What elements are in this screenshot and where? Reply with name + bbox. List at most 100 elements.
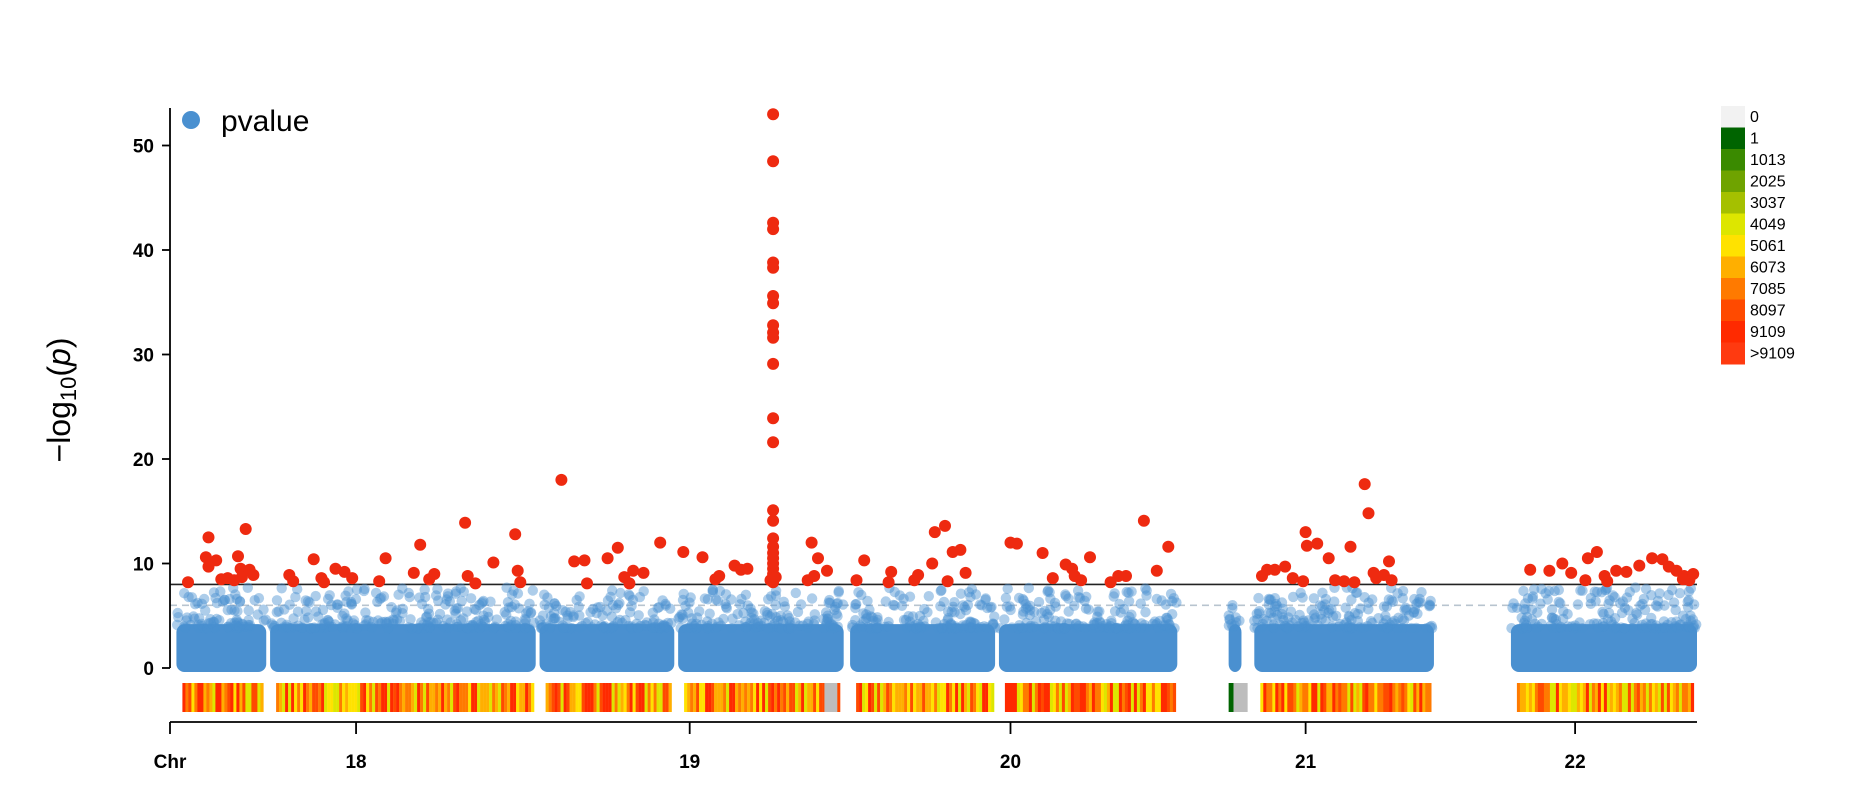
point	[871, 622, 883, 633]
point	[172, 607, 183, 619]
density-cell	[904, 683, 908, 712]
point	[1398, 615, 1410, 626]
density-cell	[1037, 683, 1042, 712]
point	[1615, 598, 1626, 609]
point	[1687, 614, 1699, 625]
point	[252, 609, 263, 620]
point	[794, 620, 805, 631]
point	[1057, 622, 1069, 634]
density-legend-swatch	[1721, 235, 1745, 257]
point	[911, 623, 922, 634]
density-cell	[819, 683, 823, 712]
point	[965, 616, 977, 627]
point	[616, 617, 628, 629]
density-cell	[188, 683, 192, 712]
point	[904, 616, 915, 627]
point	[1050, 601, 1061, 612]
density-cell	[366, 683, 370, 712]
point	[1156, 595, 1167, 606]
point	[524, 598, 535, 609]
density-legend-label: 4049	[1750, 217, 1786, 234]
point	[1666, 623, 1677, 634]
density-cell	[1263, 683, 1267, 712]
point	[289, 622, 300, 633]
point	[762, 607, 773, 618]
point	[850, 602, 861, 614]
point	[961, 619, 972, 631]
point	[1309, 614, 1320, 625]
point	[949, 597, 960, 608]
point	[987, 619, 999, 630]
point	[288, 613, 299, 624]
density-cell	[1266, 683, 1270, 712]
point	[565, 606, 576, 618]
point	[1279, 620, 1291, 632]
density-cell	[1519, 683, 1524, 712]
density-cell	[578, 683, 582, 712]
point	[1411, 622, 1422, 634]
dense-band	[850, 624, 996, 672]
point	[950, 621, 961, 632]
density-cell	[614, 683, 618, 712]
point	[350, 594, 362, 605]
density-cell	[1687, 683, 1692, 712]
point	[1349, 608, 1361, 619]
point	[509, 599, 520, 610]
point	[1629, 617, 1640, 629]
density-cell	[949, 683, 953, 712]
point	[1055, 616, 1067, 627]
point	[767, 620, 778, 631]
point	[1326, 604, 1337, 615]
point	[1659, 622, 1671, 633]
significant-point	[741, 562, 754, 575]
point	[1617, 596, 1629, 607]
point	[851, 623, 862, 634]
point	[824, 620, 835, 631]
density-cell	[1591, 683, 1596, 712]
point	[684, 622, 695, 633]
point	[520, 614, 531, 626]
point	[1397, 623, 1408, 634]
significant-point	[202, 560, 215, 573]
density-cell	[1127, 683, 1132, 712]
point	[1670, 621, 1681, 632]
point	[772, 615, 783, 626]
point	[1327, 611, 1339, 622]
dense-band	[1510, 624, 1697, 672]
significant-point	[1297, 575, 1310, 588]
point	[686, 613, 697, 624]
density-cell	[1052, 683, 1057, 712]
density-cell	[1416, 683, 1420, 712]
point	[1378, 601, 1390, 612]
point	[383, 616, 395, 627]
point	[173, 612, 184, 623]
point	[653, 602, 665, 613]
point	[506, 619, 517, 631]
point	[696, 619, 707, 631]
point	[574, 622, 586, 633]
density-cell	[723, 683, 727, 712]
point	[202, 623, 213, 634]
density-cell	[1338, 683, 1342, 712]
point	[440, 599, 451, 610]
density-cell	[402, 683, 406, 712]
point	[865, 611, 877, 622]
x-tick-label: 22	[1565, 752, 1586, 773]
point	[1624, 586, 1636, 598]
density-cell	[185, 683, 189, 712]
point	[425, 617, 436, 628]
significant-point	[850, 574, 863, 587]
density-cell	[798, 683, 802, 712]
point	[1668, 597, 1680, 608]
point	[224, 622, 235, 634]
point	[600, 623, 612, 634]
point	[988, 618, 999, 630]
point	[1274, 619, 1286, 630]
point	[850, 615, 861, 626]
density-cell	[1528, 683, 1533, 712]
point	[1050, 615, 1061, 626]
y-tick-label: 20	[133, 450, 154, 471]
point	[319, 617, 330, 629]
point	[1426, 622, 1438, 634]
point	[769, 618, 780, 629]
